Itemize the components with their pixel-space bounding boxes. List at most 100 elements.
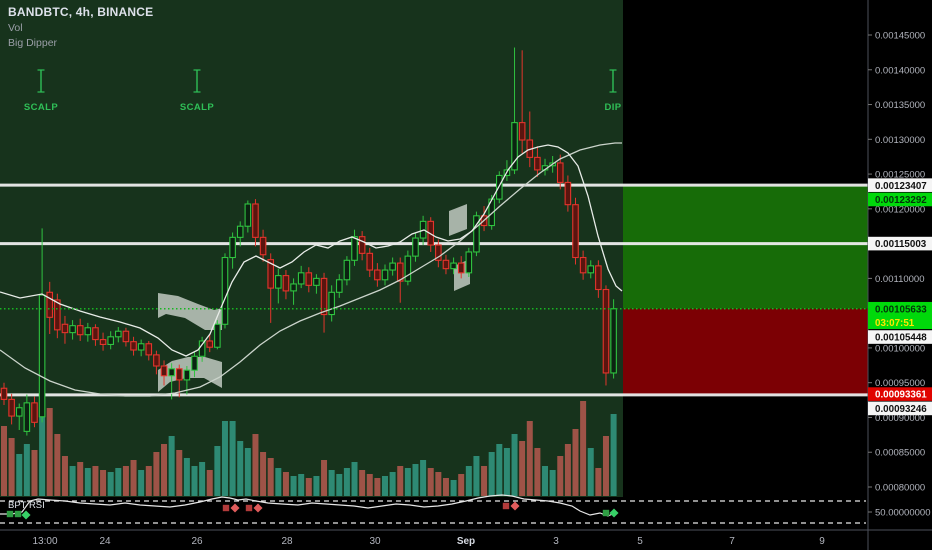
candle-body xyxy=(175,368,183,381)
volume-bar xyxy=(351,462,358,496)
candle-body xyxy=(556,162,564,183)
candle-body xyxy=(130,341,137,351)
volume-bar xyxy=(69,466,76,496)
rsi-green-square-marker xyxy=(602,509,610,517)
price-badge-white[interactable] xyxy=(868,401,932,416)
candle-body xyxy=(115,330,122,338)
candle-body xyxy=(229,236,236,259)
price-badge-white[interactable] xyxy=(868,330,932,344)
candle-body xyxy=(412,237,419,257)
volume-bar xyxy=(122,466,129,496)
chart-legend: BANDBTC, 4h, BINANCE Vol Big Dipper xyxy=(8,5,153,50)
volume-bar xyxy=(321,460,328,496)
time-axis-background[interactable] xyxy=(0,530,868,550)
volume-bar xyxy=(404,468,411,496)
volume-bar xyxy=(199,462,206,496)
candle-body xyxy=(374,269,381,281)
time-tick-label: 30 xyxy=(369,536,381,547)
volume-bar xyxy=(252,434,259,496)
rsi-indicator-label[interactable]: BPT RSI xyxy=(8,500,45,511)
position-profit-zone[interactable] xyxy=(623,185,868,309)
volume-bar xyxy=(290,476,297,496)
candle-body xyxy=(8,398,15,417)
candle-body xyxy=(236,225,244,238)
time-tick-label: 13:00 xyxy=(32,536,57,547)
candle-body xyxy=(473,215,480,253)
volume-bar xyxy=(31,450,38,496)
candle-body xyxy=(69,325,76,334)
candle-body xyxy=(358,236,366,254)
candle-body xyxy=(335,279,343,293)
candle-body xyxy=(38,294,46,418)
signal-label[interactable]: DIP xyxy=(604,102,621,113)
candle-body xyxy=(214,323,221,348)
candle-body xyxy=(366,252,374,271)
candle-body xyxy=(396,262,404,282)
volume-bar xyxy=(488,452,495,496)
volume-bar xyxy=(54,434,61,496)
indicator-vol-label[interactable]: Vol xyxy=(8,22,23,34)
price-badge-white[interactable] xyxy=(868,178,932,192)
candle-body xyxy=(534,156,541,171)
candle-body xyxy=(23,402,31,432)
volume-bar xyxy=(313,476,320,496)
rsi-tick-label: 50.00000000 xyxy=(875,508,930,519)
candle-body xyxy=(168,368,175,377)
candle-body xyxy=(61,323,69,334)
signal-label[interactable]: SCALP xyxy=(24,102,58,113)
volume-bar xyxy=(549,470,556,496)
candle-body xyxy=(305,272,313,286)
volume-bar xyxy=(442,478,449,496)
candle-body xyxy=(31,402,38,423)
price-tick-label: 0.00120000 xyxy=(875,204,925,215)
volume-bar xyxy=(572,429,579,496)
volume-bar xyxy=(511,434,518,496)
ma-fast-line xyxy=(0,144,623,357)
volume-bar xyxy=(46,408,53,496)
indicator-bigdipper-label[interactable]: Big Dipper xyxy=(8,37,58,50)
time-tick-label: Sep xyxy=(457,536,475,547)
volume-bar xyxy=(328,470,335,496)
candle-body xyxy=(320,277,328,316)
volume-bar xyxy=(115,468,122,496)
price-badge-countdown[interactable] xyxy=(868,315,932,330)
candle-body xyxy=(160,365,168,377)
candle-body xyxy=(221,256,229,325)
price-badge-red[interactable] xyxy=(868,387,932,401)
price-badge-label: 0.00123407 xyxy=(875,181,927,192)
candle-body xyxy=(76,325,84,336)
rsi-red-diamond-marker xyxy=(253,503,263,513)
volume-bar xyxy=(557,456,564,496)
price-badge-green[interactable] xyxy=(868,301,932,316)
candle-body xyxy=(381,269,389,281)
time-tick-label: 28 xyxy=(281,536,293,547)
price-badge-green[interactable] xyxy=(868,192,932,207)
candle-body xyxy=(275,275,282,289)
volume-bar xyxy=(397,466,404,496)
volume-bar xyxy=(343,468,350,496)
position-stop-zone[interactable] xyxy=(623,308,868,395)
price-badge-label: 0.00105448 xyxy=(875,333,927,344)
symbol-title[interactable]: BANDBTC, 4h, BINANCE xyxy=(8,5,154,19)
rsi-line xyxy=(0,494,618,517)
rsi-red-diamond-marker xyxy=(230,503,240,513)
volume-bar xyxy=(374,478,381,496)
volume-bar xyxy=(481,466,488,496)
price-badge-white[interactable] xyxy=(868,236,932,251)
volume-bar xyxy=(420,460,427,496)
rsi-pane-background xyxy=(0,497,868,530)
price-badge-label: 03:07:51 xyxy=(875,318,915,329)
price-axis-background[interactable] xyxy=(868,0,932,550)
volume-bar xyxy=(305,478,312,496)
volume-bar xyxy=(221,421,228,496)
volume-bar xyxy=(161,444,168,496)
signal-label[interactable]: SCALP xyxy=(180,102,214,113)
candle-body xyxy=(572,204,579,259)
price-badge-label: 0.00093246 xyxy=(875,404,927,415)
volume-bar xyxy=(610,414,617,496)
volume-bar xyxy=(359,470,366,496)
volume-bar xyxy=(382,476,388,496)
volume-bar xyxy=(496,444,503,496)
